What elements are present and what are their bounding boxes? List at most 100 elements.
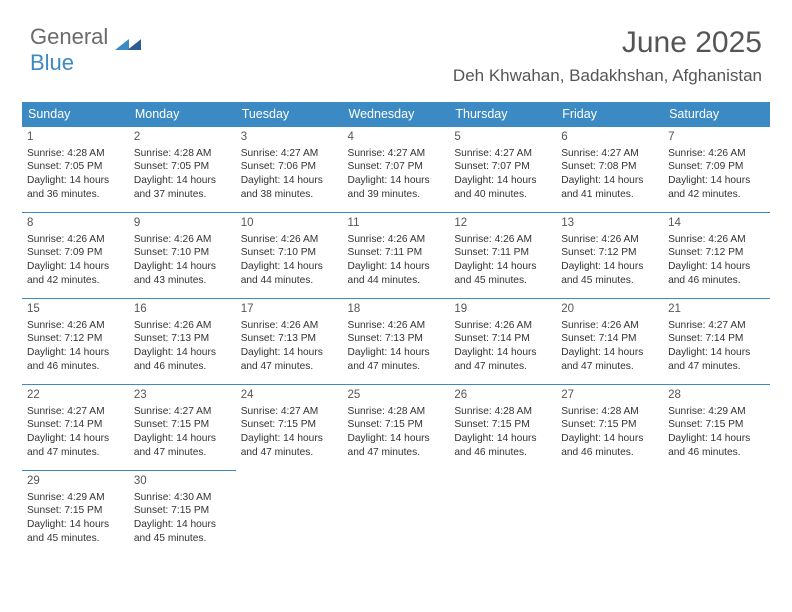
sunset-line: Sunset: 7:14 PM [27,418,124,432]
day-number: 7 [668,130,765,146]
calendar-cell: 20Sunrise: 4:26 AMSunset: 7:14 PMDayligh… [556,299,663,385]
sunrise-line: Sunrise: 4:26 AM [134,319,231,333]
day-number: 12 [454,216,551,232]
calendar-cell: 29Sunrise: 4:29 AMSunset: 7:15 PMDayligh… [22,471,129,557]
calendar-cell: 4Sunrise: 4:27 AMSunset: 7:07 PMDaylight… [343,127,450,213]
sunset-line: Sunset: 7:08 PM [561,160,658,174]
day-number: 6 [561,130,658,146]
page-title: June 2025 [453,26,762,60]
sunset-line: Sunset: 7:15 PM [454,418,551,432]
calendar-cell: 5Sunrise: 4:27 AMSunset: 7:07 PMDaylight… [449,127,556,213]
daylight-line: Daylight: 14 hours and 44 minutes. [348,260,445,288]
sunrise-line: Sunrise: 4:27 AM [134,405,231,419]
sunrise-line: Sunrise: 4:28 AM [348,405,445,419]
daylight-line: Daylight: 14 hours and 43 minutes. [134,260,231,288]
day-number: 5 [454,130,551,146]
weekday-header-row: Sunday Monday Tuesday Wednesday Thursday… [22,102,770,127]
sunset-line: Sunset: 7:15 PM [27,504,124,518]
daylight-line: Daylight: 14 hours and 47 minutes. [454,346,551,374]
sunrise-line: Sunrise: 4:27 AM [348,147,445,161]
calendar-cell: 28Sunrise: 4:29 AMSunset: 7:15 PMDayligh… [663,385,770,471]
logo: General Blue [30,24,141,76]
sunrise-line: Sunrise: 4:26 AM [348,233,445,247]
calendar-cell: 13Sunrise: 4:26 AMSunset: 7:12 PMDayligh… [556,213,663,299]
calendar-table: Sunday Monday Tuesday Wednesday Thursday… [22,102,770,557]
daylight-line: Daylight: 14 hours and 39 minutes. [348,174,445,202]
daylight-line: Daylight: 14 hours and 41 minutes. [561,174,658,202]
daylight-line: Daylight: 14 hours and 46 minutes. [561,432,658,460]
day-number: 26 [454,388,551,404]
day-number: 17 [241,302,338,318]
day-number: 21 [668,302,765,318]
sunset-line: Sunset: 7:13 PM [241,332,338,346]
sunrise-line: Sunrise: 4:29 AM [27,491,124,505]
sunrise-line: Sunrise: 4:27 AM [241,147,338,161]
calendar-cell: 22Sunrise: 4:27 AMSunset: 7:14 PMDayligh… [22,385,129,471]
sunrise-line: Sunrise: 4:28 AM [134,147,231,161]
daylight-line: Daylight: 14 hours and 38 minutes. [241,174,338,202]
sunset-line: Sunset: 7:15 PM [348,418,445,432]
daylight-line: Daylight: 14 hours and 47 minutes. [134,432,231,460]
daylight-line: Daylight: 14 hours and 46 minutes. [668,260,765,288]
logo-triangle-dark-icon [127,39,141,50]
sunrise-line: Sunrise: 4:26 AM [241,319,338,333]
calendar-cell: 18Sunrise: 4:26 AMSunset: 7:13 PMDayligh… [343,299,450,385]
sunset-line: Sunset: 7:07 PM [454,160,551,174]
calendar-cell [343,471,450,557]
calendar-cell: 26Sunrise: 4:28 AMSunset: 7:15 PMDayligh… [449,385,556,471]
day-number: 9 [134,216,231,232]
day-number: 19 [454,302,551,318]
logo-text-general: General [30,24,108,49]
calendar-cell: 19Sunrise: 4:26 AMSunset: 7:14 PMDayligh… [449,299,556,385]
sunset-line: Sunset: 7:13 PM [348,332,445,346]
sunset-line: Sunset: 7:10 PM [134,246,231,260]
calendar-cell: 15Sunrise: 4:26 AMSunset: 7:12 PMDayligh… [22,299,129,385]
calendar-cell: 9Sunrise: 4:26 AMSunset: 7:10 PMDaylight… [129,213,236,299]
sunset-line: Sunset: 7:09 PM [27,246,124,260]
calendar-cell: 16Sunrise: 4:26 AMSunset: 7:13 PMDayligh… [129,299,236,385]
calendar-row: 29Sunrise: 4:29 AMSunset: 7:15 PMDayligh… [22,471,770,557]
weekday-tuesday: Tuesday [236,102,343,127]
daylight-line: Daylight: 14 hours and 47 minutes. [27,432,124,460]
sunset-line: Sunset: 7:05 PM [134,160,231,174]
daylight-line: Daylight: 14 hours and 44 minutes. [241,260,338,288]
day-number: 27 [561,388,658,404]
daylight-line: Daylight: 14 hours and 47 minutes. [668,346,765,374]
sunset-line: Sunset: 7:05 PM [27,160,124,174]
sunrise-line: Sunrise: 4:27 AM [241,405,338,419]
day-number: 13 [561,216,658,232]
sunset-line: Sunset: 7:14 PM [454,332,551,346]
daylight-line: Daylight: 14 hours and 45 minutes. [454,260,551,288]
sunrise-line: Sunrise: 4:26 AM [454,233,551,247]
weekday-thursday: Thursday [449,102,556,127]
daylight-line: Daylight: 14 hours and 46 minutes. [668,432,765,460]
day-number: 4 [348,130,445,146]
sunrise-line: Sunrise: 4:26 AM [561,319,658,333]
sunset-line: Sunset: 7:15 PM [561,418,658,432]
day-number: 20 [561,302,658,318]
sunset-line: Sunset: 7:11 PM [454,246,551,260]
sunrise-line: Sunrise: 4:27 AM [668,319,765,333]
sunset-line: Sunset: 7:12 PM [561,246,658,260]
logo-triangle-icon [115,39,129,50]
calendar-cell: 3Sunrise: 4:27 AMSunset: 7:06 PMDaylight… [236,127,343,213]
calendar-row: 15Sunrise: 4:26 AMSunset: 7:12 PMDayligh… [22,299,770,385]
calendar-cell: 11Sunrise: 4:26 AMSunset: 7:11 PMDayligh… [343,213,450,299]
sunrise-line: Sunrise: 4:26 AM [134,233,231,247]
day-number: 28 [668,388,765,404]
sunrise-line: Sunrise: 4:27 AM [27,405,124,419]
sunset-line: Sunset: 7:07 PM [348,160,445,174]
calendar-cell: 6Sunrise: 4:27 AMSunset: 7:08 PMDaylight… [556,127,663,213]
sunrise-line: Sunrise: 4:30 AM [134,491,231,505]
daylight-line: Daylight: 14 hours and 46 minutes. [27,346,124,374]
calendar-cell: 21Sunrise: 4:27 AMSunset: 7:14 PMDayligh… [663,299,770,385]
sunrise-line: Sunrise: 4:26 AM [241,233,338,247]
calendar-cell: 25Sunrise: 4:28 AMSunset: 7:15 PMDayligh… [343,385,450,471]
location-text: Deh Khwahan, Badakhshan, Afghanistan [453,66,762,86]
calendar-cell [449,471,556,557]
calendar-cell [236,471,343,557]
weekday-sunday: Sunday [22,102,129,127]
sunset-line: Sunset: 7:14 PM [561,332,658,346]
sunrise-line: Sunrise: 4:26 AM [27,233,124,247]
daylight-line: Daylight: 14 hours and 37 minutes. [134,174,231,202]
